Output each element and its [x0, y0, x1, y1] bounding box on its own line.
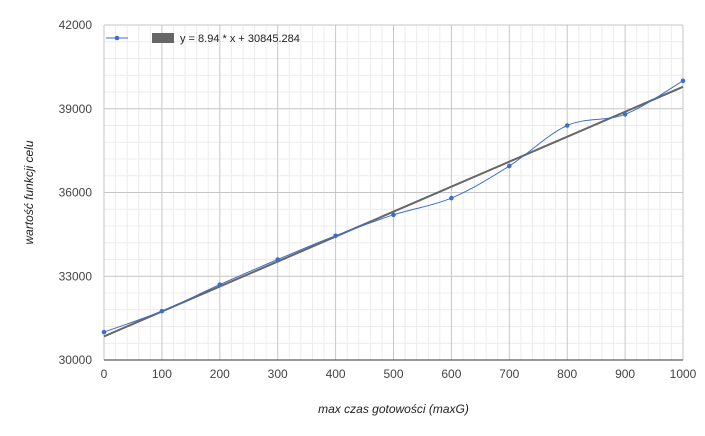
data-point — [622, 112, 628, 117]
x-axis-title: max czas gotowości (maxG) — [318, 402, 469, 416]
data-point — [391, 212, 396, 218]
x-tick-label: 100 — [152, 367, 172, 381]
x-tick-label: 400 — [326, 367, 346, 381]
y-tick-label: 42000 — [59, 18, 93, 32]
y-tick-label: 30000 — [59, 353, 93, 367]
legend-trendline-label: y = 8.94 * x + 30845.284 — [180, 33, 300, 45]
y-tick-label: 33000 — [59, 269, 93, 283]
y-tick-label: 36000 — [59, 186, 93, 200]
data-series-line — [103, 80, 684, 333]
x-tick-label: 500 — [383, 367, 403, 381]
x-tick-label: 800 — [557, 367, 577, 381]
x-tick-label: 700 — [499, 367, 519, 381]
data-point — [159, 308, 165, 314]
grid — [103, 24, 684, 361]
x-tick-label: 200 — [210, 367, 230, 381]
x-tick-label: 1000 — [670, 367, 697, 381]
legend-trendline-swatch — [152, 33, 174, 43]
data-point — [564, 123, 570, 128]
data-point — [449, 195, 454, 201]
data-point — [507, 163, 512, 169]
legend: y = 8.94 * x + 30845.284 — [106, 33, 300, 45]
trendline — [103, 85, 684, 338]
x-tick-label: 0 — [101, 367, 108, 381]
data-point — [275, 257, 281, 262]
data-point — [333, 233, 338, 239]
x-tick-label: 900 — [615, 367, 635, 381]
data-point — [680, 78, 686, 84]
x-tick-label: 600 — [441, 367, 461, 381]
x-tick-label: 300 — [268, 367, 288, 381]
y-axis-title: wartość funkcji celu — [22, 140, 36, 244]
data-point — [217, 282, 223, 287]
y-tick-label: 39000 — [59, 102, 93, 116]
data-point — [101, 329, 107, 335]
legend-series-marker — [114, 35, 120, 41]
tick-labels: 0 100 200 300 400 500 600 700 800 900 1000 30000 330… — [59, 18, 697, 381]
plot-area — [101, 78, 686, 338]
